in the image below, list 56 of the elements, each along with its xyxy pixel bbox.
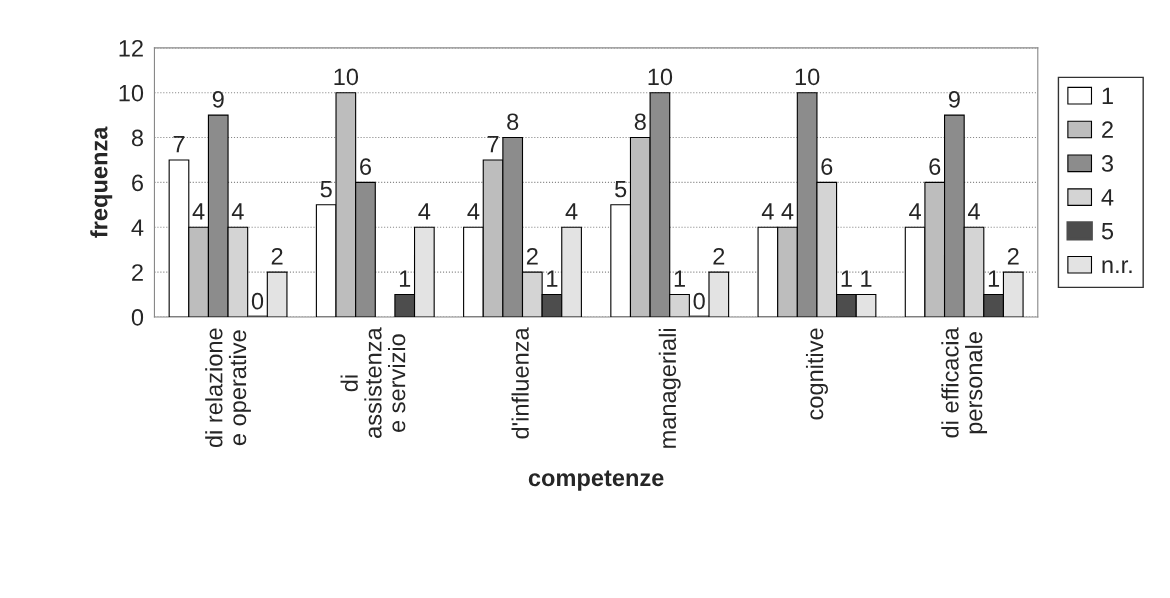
data-label: 0 (693, 292, 705, 310)
data-label: 4 (909, 203, 921, 220)
data-label: 7 (173, 136, 185, 153)
data-label: 4 (418, 203, 431, 220)
data-label: 1 (547, 270, 558, 287)
data-label: 2 (713, 247, 725, 265)
data-label: 2 (271, 247, 283, 265)
y-tick-label: 8 (131, 129, 143, 147)
data-label: 0 (251, 292, 264, 310)
data-label: 10 (334, 68, 359, 86)
legend-label: 5 (1101, 222, 1114, 240)
x-tick-label: manageriali (658, 328, 681, 448)
data-label: 6 (929, 158, 941, 175)
data-label: 1 (861, 270, 872, 287)
data-label: 4 (781, 203, 794, 220)
data-label: 1 (988, 270, 1000, 287)
legend-label: 1 (1102, 87, 1113, 104)
data-label: 1 (674, 270, 685, 287)
data-label: 6 (360, 158, 371, 175)
legend-label: 3 (1101, 155, 1114, 172)
data-label: 4 (761, 203, 774, 220)
y-tick-label: 2 (132, 264, 143, 281)
y-tick-label: 10 (119, 84, 144, 102)
y-tick-label: 0 (131, 309, 144, 326)
data-label: 4 (231, 203, 244, 220)
data-label: 10 (795, 68, 820, 86)
y-tick-label: 6 (132, 174, 143, 192)
y-axis-title: frequenza (90, 126, 113, 238)
data-label: 4 (467, 203, 480, 220)
data-label: 7 (487, 136, 499, 153)
data-label: 2 (1007, 247, 1019, 265)
data-label: 2 (526, 247, 538, 265)
y-tick-label: 4 (131, 219, 144, 236)
x-tick-label: d'influenza (511, 327, 529, 439)
data-label: 10 (648, 68, 673, 86)
x-tick-label: cognitive (805, 328, 828, 420)
x-axis-title: competenze (528, 470, 664, 491)
y-tick-label: 12 (119, 39, 143, 57)
data-label: 8 (634, 113, 646, 131)
legend-label: 2 (1102, 121, 1113, 138)
x-tick-label: di assistenza e servizio (340, 327, 406, 438)
data-label: 4 (565, 203, 578, 220)
data-label: 1 (399, 270, 411, 287)
x-tick-label: di efficacia personale (941, 327, 988, 438)
data-label: 6 (821, 158, 833, 175)
data-label: 4 (192, 203, 205, 220)
data-label: 8 (507, 113, 519, 131)
data-label: 1 (841, 270, 852, 287)
data-label: 5 (320, 180, 332, 198)
x-tick-label: di relazione e operative (205, 328, 251, 448)
data-label: 5 (615, 180, 627, 198)
legend-label: 4 (1101, 189, 1114, 206)
legend-label: n.r. (1102, 260, 1132, 274)
data-label: 9 (948, 90, 960, 108)
data-label: 4 (967, 203, 980, 220)
data-label: 9 (212, 90, 224, 108)
